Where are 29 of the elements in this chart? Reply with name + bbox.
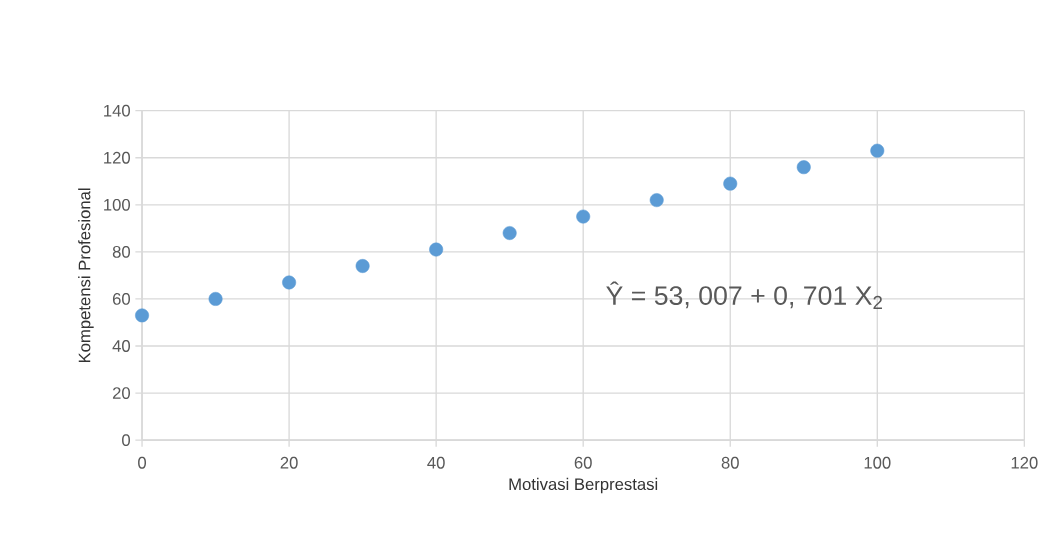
point [282,275,297,290]
x-axis-title: Motivasi Berprestasi [509,477,658,494]
point [649,193,664,207]
point [135,308,149,323]
y-tick-label: 100 [104,198,131,211]
point [355,258,370,273]
y-tick-label: 140 [104,104,131,117]
y-tick-label: 40 [112,340,131,352]
x-tick-label: 40 [427,456,445,469]
x-tick-label: 20 [280,456,298,469]
y-tick-label: 20 [112,387,131,399]
y-tick-label: 120 [104,151,131,164]
point [870,143,885,158]
point [429,242,444,257]
y-tick-label: 60 [112,292,131,305]
y-tick-label: 80 [112,245,131,258]
y-tick-label: 0 [122,434,131,446]
point [208,291,223,306]
x-tick-label: 60 [574,456,592,469]
point [502,226,517,240]
point [576,209,591,224]
x-tick-label: 0 [138,456,147,469]
x-tick-label: 80 [721,456,739,469]
y-axis-title: Kompetensi Profesional [78,188,94,363]
point [723,176,738,191]
annotation: Ŷ = 53, 007 + 0, 701 X$_{2}$ [606,281,882,309]
x-tick-label: 100 [864,456,891,469]
point [796,160,811,175]
x-tick-label: 120 [1011,456,1038,469]
